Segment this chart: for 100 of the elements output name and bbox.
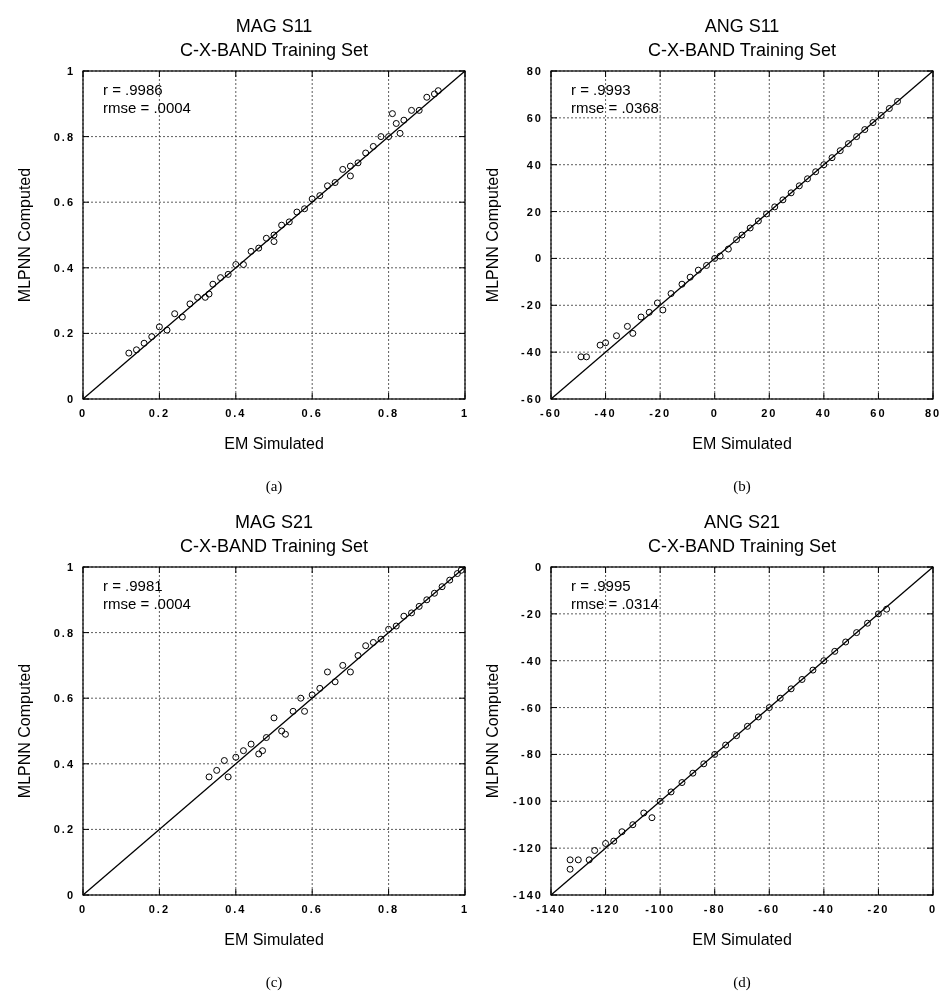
x-axis-title: EM Simulated — [224, 931, 324, 948]
point — [388, 110, 396, 118]
point — [874, 610, 882, 618]
point — [430, 589, 438, 597]
point — [711, 254, 719, 262]
point — [255, 750, 263, 758]
point — [678, 280, 686, 288]
point — [354, 159, 362, 167]
point — [163, 326, 171, 334]
point — [623, 322, 631, 330]
point — [140, 339, 148, 347]
point — [301, 205, 309, 213]
x-tick-label: 0.6 — [301, 903, 323, 915]
point — [689, 769, 697, 777]
point — [629, 821, 637, 829]
point — [629, 329, 637, 337]
point — [132, 346, 140, 354]
y-axis-title: MLPNN Computed — [484, 167, 501, 303]
point — [224, 773, 232, 781]
point — [686, 273, 694, 281]
point — [869, 119, 877, 127]
point — [297, 694, 305, 702]
chart-subtitle: C-X-BAND Training Set — [647, 40, 837, 60]
point — [434, 87, 442, 95]
point — [270, 714, 278, 722]
point — [828, 154, 836, 162]
point — [205, 773, 213, 781]
x-axis-title: EM Simulated — [692, 931, 792, 948]
point — [278, 221, 286, 229]
point — [293, 208, 301, 216]
x-tick-label: 0 — [78, 407, 88, 419]
point — [178, 313, 186, 321]
y-tick-label: -120 — [512, 842, 543, 855]
point — [667, 290, 675, 298]
point — [346, 162, 354, 170]
point — [346, 668, 354, 676]
annotation: rmse = .0004 — [103, 99, 191, 116]
x-tick-label: -20 — [867, 903, 890, 915]
point — [339, 165, 347, 173]
point — [602, 839, 610, 847]
point — [836, 147, 844, 155]
point — [446, 576, 454, 584]
point — [831, 647, 839, 655]
point — [582, 353, 590, 361]
point — [423, 596, 431, 604]
point — [820, 657, 828, 665]
point — [765, 704, 773, 712]
point — [194, 293, 202, 301]
annotation: rmse = .0314 — [571, 595, 659, 612]
x-tick-label: 60 — [870, 407, 887, 419]
point — [232, 753, 240, 761]
point — [155, 323, 163, 331]
x-tick-label: 20 — [761, 407, 778, 419]
point — [408, 609, 416, 617]
point — [369, 638, 377, 646]
point — [678, 779, 686, 787]
y-tick-label: 0.6 — [53, 692, 75, 705]
point — [385, 625, 393, 633]
annotation: r = .9993 — [571, 81, 631, 98]
point — [213, 766, 221, 774]
point — [346, 172, 354, 180]
point — [746, 224, 754, 232]
point — [285, 218, 293, 226]
x-axis-title: EM Simulated — [224, 435, 324, 452]
y-tick-label: 1 — [66, 65, 75, 77]
point — [885, 104, 893, 112]
x-tick-label: 0.2 — [148, 903, 171, 915]
point — [861, 126, 869, 134]
x-tick-label: -20 — [649, 407, 672, 419]
point — [653, 299, 661, 307]
point — [763, 210, 771, 218]
y-tick-label: 1 — [66, 561, 75, 573]
point — [377, 635, 385, 643]
point — [301, 707, 309, 715]
chart-subtitle: C-X-BAND Training Set — [179, 536, 369, 556]
point — [591, 846, 599, 854]
text: (a) — [265, 478, 283, 495]
point — [423, 93, 431, 101]
point — [864, 619, 872, 627]
point — [125, 349, 133, 357]
chart-title: MAG S21 — [234, 512, 314, 532]
point — [362, 642, 370, 650]
point — [844, 140, 852, 148]
point — [853, 133, 861, 141]
x-tick-label: 1 — [460, 903, 470, 915]
point — [787, 189, 795, 197]
point — [270, 238, 278, 246]
point — [262, 234, 270, 242]
x-tick-label: 0 — [928, 903, 938, 915]
point — [803, 175, 811, 183]
x-tick-label: 0 — [78, 903, 88, 915]
point — [779, 196, 787, 204]
point — [853, 629, 861, 637]
point — [186, 300, 194, 308]
point — [385, 133, 393, 141]
annotation: r = .9981 — [103, 577, 163, 594]
point — [278, 727, 286, 735]
point — [438, 583, 446, 591]
point — [247, 740, 255, 748]
point — [877, 112, 885, 120]
